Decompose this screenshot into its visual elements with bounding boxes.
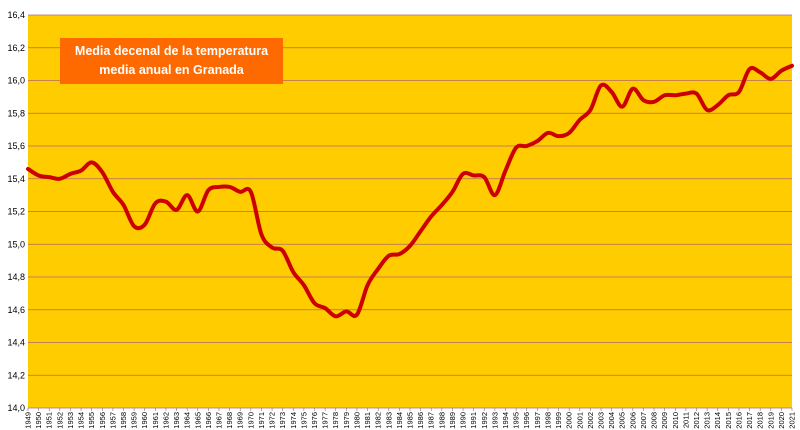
- chart-title-line-2: media anual en Granada: [99, 63, 244, 77]
- x-tick-label: 1950: [34, 412, 43, 429]
- y-tick-label: 16,2: [7, 43, 25, 53]
- y-tick-label: 16,0: [7, 76, 25, 86]
- x-tick-label: 2009: [660, 412, 669, 429]
- x-tick-label: 1969: [236, 412, 245, 429]
- x-tick-label: 1999: [554, 412, 563, 429]
- x-tick-label: 1998: [543, 412, 552, 429]
- x-tick-label: 1958: [119, 412, 128, 429]
- x-tick-label: 2018: [756, 412, 765, 429]
- x-tick-label: 1981: [363, 412, 372, 429]
- y-axis-ticks: 14,0 14,2 14,4 14,6 14,8 15,0 15,2 15,4 15,6 15,8…: [7, 10, 25, 413]
- y-tick-label: 14,8: [7, 272, 25, 282]
- y-tick-label: 15,4: [7, 174, 25, 184]
- chart-title-line-1: Media decenal de la temperatura: [74, 44, 269, 58]
- x-tick-label: 2014: [713, 412, 722, 429]
- x-tick-label: 2012: [692, 412, 701, 429]
- x-tick-label: 1957: [108, 412, 117, 429]
- x-tick-label: 1966: [204, 412, 213, 429]
- y-tick-label: 15,0: [7, 239, 25, 249]
- x-tick-label: 1956: [98, 412, 107, 429]
- x-tick-label: 2005: [618, 412, 627, 429]
- y-tick-label: 14,4: [7, 338, 25, 348]
- x-tick-label: 2017: [745, 412, 754, 429]
- x-tick-label: 1992: [480, 412, 489, 429]
- x-tick-label: 2008: [650, 412, 659, 429]
- x-tick-label: 2011: [681, 412, 690, 428]
- x-tick-label: 1955: [87, 412, 96, 429]
- x-tick-label: 1984: [395, 412, 404, 429]
- x-tick-label: 1952: [55, 412, 64, 429]
- x-tick-label: 1951: [45, 412, 54, 429]
- x-tick-label: 1971: [257, 412, 266, 429]
- x-tick-label: 2010: [671, 412, 680, 429]
- x-tick-label: 1993: [490, 412, 499, 429]
- x-tick-label: 2015: [724, 412, 733, 429]
- x-tick-label: 1967: [215, 412, 224, 429]
- y-tick-label: 15,6: [7, 141, 25, 151]
- x-tick-label: 1965: [193, 412, 202, 429]
- x-tick-label: 1968: [225, 412, 234, 429]
- x-tick-label: 1961: [151, 412, 160, 429]
- x-tick-label: 1983: [384, 412, 393, 429]
- x-tick-label: 1974: [289, 412, 298, 429]
- x-tick-label: 2021: [788, 412, 797, 429]
- x-tick-label: 1980: [352, 412, 361, 429]
- y-tick-label: 15,8: [7, 108, 25, 118]
- x-tick-label: 2016: [734, 412, 743, 429]
- x-tick-label: 1949: [24, 412, 33, 429]
- x-tick-label: 1953: [66, 412, 75, 429]
- x-tick-label: 1963: [172, 412, 181, 429]
- y-tick-label: 15,2: [7, 207, 25, 217]
- y-tick-label: 14,2: [7, 370, 25, 380]
- x-tick-label: 1997: [533, 412, 542, 429]
- y-tick-label: 14,6: [7, 305, 25, 315]
- x-tick-label: 1978: [331, 412, 340, 429]
- x-tick-label: 1972: [268, 412, 277, 429]
- x-tick-label: 2003: [597, 412, 606, 429]
- gridlines: [28, 14, 792, 409]
- x-tick-label: 1959: [130, 412, 139, 429]
- x-tick-label: 1960: [140, 412, 149, 429]
- chart-title: Media decenal de la temperatura media an…: [60, 38, 283, 84]
- x-tick-label: 2007: [639, 412, 648, 429]
- x-tick-label: 1973: [278, 412, 287, 429]
- x-tick-label: 2001: [575, 412, 584, 429]
- x-axis-ticks: 1949 1950 1951 1952 1953 1954 1955 1956 1957 1958…: [24, 408, 797, 429]
- x-tick-label: 1975: [299, 412, 308, 429]
- x-tick-label: 1982: [374, 412, 383, 429]
- x-tick-label: 1994: [501, 412, 510, 429]
- y-tick-label: 16,4: [7, 10, 25, 20]
- x-tick-label: 1986: [416, 412, 425, 429]
- x-tick-label: 2004: [607, 412, 616, 429]
- x-tick-label: 1976: [310, 412, 319, 429]
- x-tick-label: 1988: [437, 412, 446, 429]
- x-tick-label: 1985: [406, 412, 415, 429]
- x-tick-label: 2006: [628, 412, 637, 429]
- x-tick-label: 1996: [522, 412, 531, 429]
- x-tick-label: 1977: [321, 412, 330, 429]
- x-tick-label: 1995: [512, 412, 521, 429]
- x-tick-label: 1991: [469, 412, 478, 429]
- x-tick-label: 1979: [342, 412, 351, 429]
- x-tick-label: 2013: [703, 412, 712, 429]
- x-tick-label: 1990: [459, 412, 468, 429]
- x-tick-label: 2019: [766, 412, 775, 429]
- x-tick-label: 1970: [246, 412, 255, 429]
- x-tick-label: 2002: [586, 412, 595, 429]
- temperature-series-line: [26, 63, 794, 319]
- x-tick-label: 1954: [77, 412, 86, 429]
- y-tick-label: 14,0: [7, 403, 25, 413]
- x-tick-label: 1989: [448, 412, 457, 429]
- x-tick-label: 1987: [427, 412, 436, 429]
- x-tick-label: 1964: [183, 412, 192, 429]
- x-tick-label: 2020: [777, 412, 786, 429]
- x-tick-label: 2000: [565, 412, 574, 429]
- x-tick-label: 1962: [161, 412, 170, 429]
